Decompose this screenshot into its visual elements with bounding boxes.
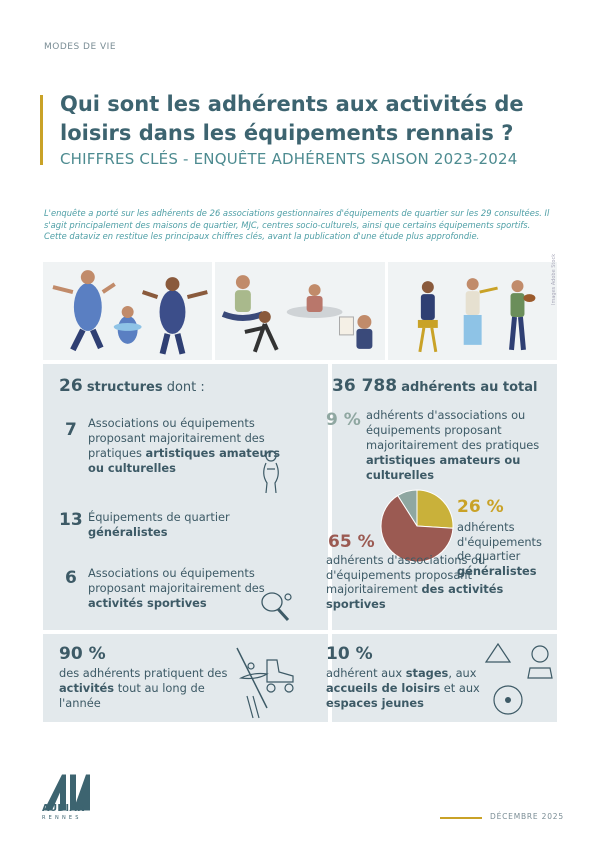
- item-13-number: 13: [59, 510, 83, 530]
- audiar-logo-icon: [44, 774, 90, 811]
- stages-text: adhérent aux stages, aux accueils de loi…: [326, 666, 480, 710]
- item-13-text: Équipements de quartier généralistes: [88, 510, 230, 539]
- pie-slice-2: [380, 494, 454, 563]
- adherents-heading: 36 788 adhérents au total: [332, 376, 537, 396]
- yearlong-panel: 90 % des adhérents pratiquent des activi…: [43, 634, 328, 722]
- structures-heading: 26 structures dont :: [59, 376, 205, 396]
- pct-art: 9 %: [326, 410, 361, 430]
- footer-accent-line: [440, 817, 482, 819]
- kayak-rollerskate-ballet-icon: [236, 647, 294, 719]
- yearlong-text: des adhérents pratiquent des activités t…: [59, 666, 228, 710]
- swimmers-icon: [52, 270, 208, 355]
- pct-gen: 26 %: [457, 497, 504, 517]
- item-6-number: 6: [65, 568, 77, 588]
- page-subtitle: CHIFFRES CLÉS - ENQUÊTE ADHÉRENTS SAISON…: [60, 150, 518, 168]
- structures-count: 26: [59, 376, 83, 396]
- adherents-total-label: adhérents au total: [401, 380, 538, 395]
- stages-panel: 10 % adhérent aux stages, aux accueils d…: [326, 634, 557, 722]
- yearlong-pct: 90 %: [59, 644, 106, 664]
- item-7-number: 7: [65, 420, 77, 440]
- activities-illustration: [215, 262, 385, 360]
- photo-credit: Images Adobe Stock: [551, 253, 557, 305]
- logo-sub-text: RENNES: [42, 815, 82, 821]
- statue-icon: [263, 450, 279, 494]
- intro-line-2: Cette dataviz en restitue les principaux…: [44, 231, 480, 242]
- swimmers-illustration: [43, 262, 213, 360]
- stages-pct: 10 %: [326, 644, 373, 664]
- adherents-total: 36 788: [332, 376, 398, 396]
- item-6-text: Associations ou équipements proposant ma…: [88, 566, 265, 610]
- sport-text: adhérents d'associations ou d'équipement…: [326, 553, 504, 611]
- structures-panel: 26 structures dont : 7 Associations ou é…: [43, 364, 328, 630]
- section-label: MODES DE VIE: [44, 42, 117, 52]
- structures-count-label: structures: [86, 380, 163, 395]
- publication-date: DÉCEMBRE 2025: [490, 812, 564, 821]
- item-7-text: Associations ou équipements proposant ma…: [88, 416, 280, 475]
- structures-suffix: dont :: [162, 380, 205, 395]
- pie-slice-1: [416, 489, 454, 529]
- intro-text: L'enquête a porté sur les adhérents de 2…: [44, 208, 564, 243]
- ping-pong-icon: [261, 592, 292, 622]
- intro-line-1: L'enquête a porté sur les adhérents de 2…: [44, 208, 550, 230]
- logo-main-text: AUDIAR: [42, 803, 85, 814]
- musicians-icon: [417, 278, 536, 353]
- art-text: adhérents d'associations ou équipements …: [366, 408, 540, 482]
- adherents-pie-chart: [380, 489, 454, 563]
- musicians-illustration: [387, 262, 557, 360]
- pct-sport: 65 %: [328, 532, 375, 552]
- yoga-pottery-painting-icon: [222, 275, 373, 353]
- adherents-panel: 36 788 adhérents au total 9 % adhérents …: [326, 364, 557, 630]
- illustration-strip: [43, 262, 557, 360]
- gen-text: adhérents d'équipements de quartier géné…: [457, 520, 542, 578]
- title-accent-bar: [40, 95, 43, 165]
- page-title: Qui sont les adhérents aux activités de …: [60, 92, 524, 145]
- tent-dj-vinyl-icon: [484, 642, 553, 715]
